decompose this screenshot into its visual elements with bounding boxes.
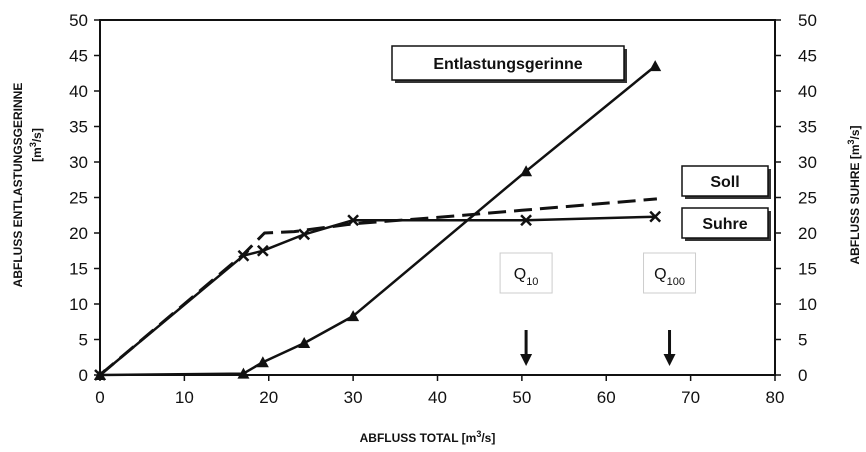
annotation-box [499, 252, 553, 294]
cross-marker [520, 214, 532, 227]
y-right-axis-title: ABFLUSS SUHRE [m3/s] [846, 125, 862, 264]
cross-marker [649, 210, 662, 223]
y-right-tick-label: 5 [798, 331, 807, 350]
y-left-tick-label: 35 [69, 118, 88, 137]
label-soll-text: Soll [710, 174, 739, 191]
y-left-tick-label: 15 [69, 260, 88, 279]
y-left-tick-label: 50 [69, 11, 88, 30]
x-tick-label: 0 [95, 388, 104, 407]
y-left-tick-label: 40 [69, 82, 88, 101]
y-left-tick-label: 30 [69, 153, 88, 172]
y-right-tick-label: 35 [798, 118, 817, 137]
labels-layer: ABFLUSS TOTAL [m3/s] ABFLUSS ENTLASTUNGSG… [11, 45, 862, 445]
annotation-arrow-head [520, 354, 533, 366]
y-right-tick-label: 40 [798, 82, 817, 101]
y-right-tick-label: 30 [798, 153, 817, 172]
label-soll: Soll [681, 165, 771, 199]
y-left-axis-title: ABFLUSS ENTLASTUNGSGERINNE [11, 83, 25, 288]
label-soll-box [681, 165, 769, 197]
triangle-marker [520, 165, 533, 177]
triangle-marker [237, 367, 250, 379]
y-left-tick-label: 45 [69, 47, 88, 66]
y-right-tick-label: 25 [798, 189, 817, 208]
label-entlastungsgerinne-box [391, 45, 625, 81]
cross-marker [256, 244, 269, 257]
x-tick-label: 40 [428, 388, 447, 407]
cross-marker [347, 214, 360, 227]
axes-layer: 0 10 20 30 40 50 60 70 80 0 5 10 15 20 25 30 35 40 45 50 0 5 1… [69, 11, 817, 407]
y-right-tick-label: 15 [798, 260, 817, 279]
label-suhre: Suhre [681, 207, 771, 241]
x-tick-label: 80 [766, 388, 785, 407]
cross-marker [298, 228, 311, 241]
y-left-tick-label: 10 [69, 295, 88, 314]
annotation-label: Q100 [654, 266, 685, 288]
x-tick-label: 30 [344, 388, 363, 407]
triangle-marker [649, 60, 662, 72]
y-left-tick-label: 20 [69, 224, 88, 243]
y-left-tick-label: 0 [79, 366, 88, 385]
label-suhre-box [681, 207, 769, 239]
label-entlastungsgerinne-text: Entlastungsgerinne [433, 56, 582, 73]
cross-marker [237, 249, 250, 262]
annotation-label: Q10 [514, 266, 539, 288]
triangle-marker [298, 337, 311, 349]
y-right-tick-label: 10 [798, 295, 817, 314]
triangle-marker [347, 310, 360, 322]
series-layer [94, 60, 662, 381]
cross-marker [94, 369, 106, 381]
annotation-q10: Q10 [499, 252, 553, 366]
y-left-tick-label: 5 [79, 331, 88, 350]
y-left-tick-label: 25 [69, 189, 88, 208]
y-right-tick-label: 0 [798, 366, 807, 385]
y-right-tick-label: 45 [798, 47, 817, 66]
series-line-soll [99, 197, 658, 377]
y-left-axis-title-unit: [m3/s] [28, 128, 44, 162]
x-tick-label: 70 [681, 388, 700, 407]
x-tick-label: 20 [259, 388, 278, 407]
annotation-box [643, 252, 697, 294]
annotation-arrow-head [663, 354, 676, 366]
annotation-q100: Q100 [643, 252, 697, 366]
label-suhre-text: Suhre [702, 216, 747, 233]
x-axis-title: ABFLUSS TOTAL [m3/s] [360, 429, 496, 445]
label-entlastungsgerinne: Entlastungsgerinne [391, 45, 627, 83]
triangle-marker [256, 356, 269, 368]
x-tick-label: 10 [175, 388, 194, 407]
x-tick-label: 50 [512, 388, 531, 407]
y-right-tick-label: 20 [798, 224, 817, 243]
y-right-tick-label: 50 [798, 11, 817, 30]
x-tick-label: 60 [597, 388, 616, 407]
